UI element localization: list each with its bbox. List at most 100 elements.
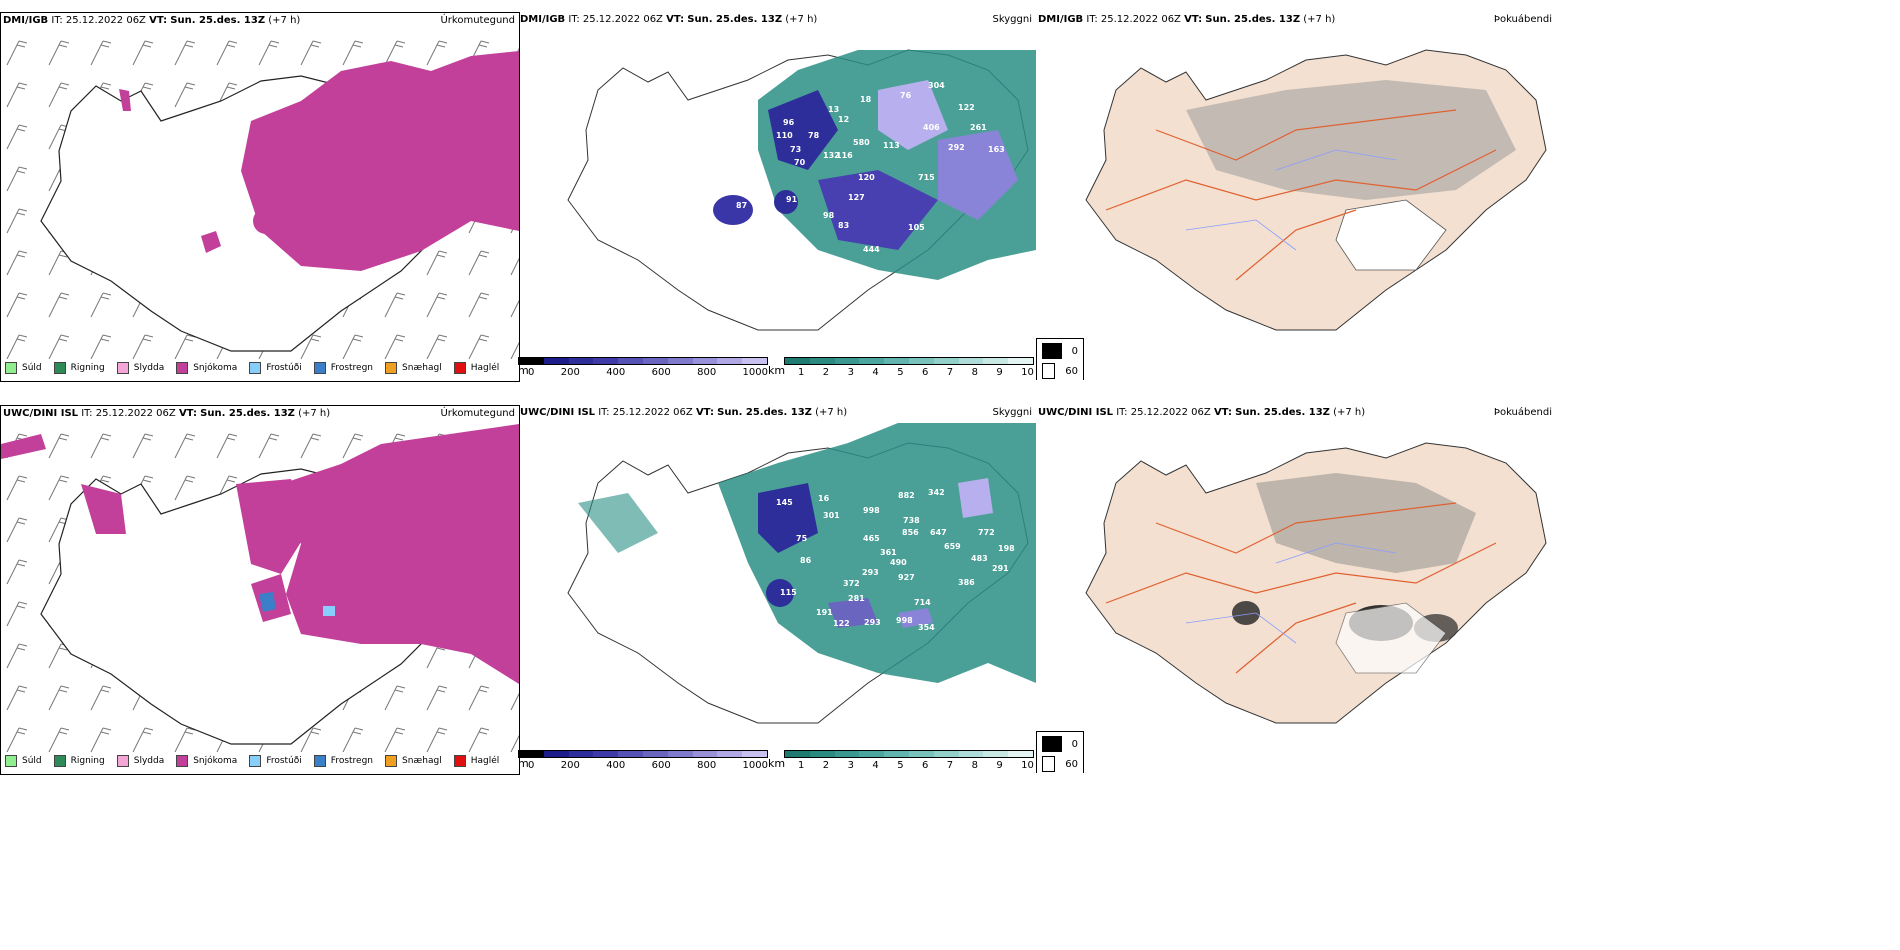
cloud-base-label: 96 [783,118,795,127]
cloud-base-field [898,608,933,628]
model-name: DMI/IGB [520,14,566,25]
precip-panel-top: DMI/IGB IT: 25.12.2022 06Z VT: Sun. 25.d… [0,12,520,382]
model-name: DMI/IGB [3,15,49,26]
legend-item: Slydda [116,362,164,374]
fog-legend: 0 60 [1036,338,1084,380]
cloud-base-label: 73 [790,145,801,154]
cloud-base-label: 122 [958,103,975,112]
cloud-base-label: 198 [998,544,1015,553]
cloud-base-label: 122 [833,619,850,628]
legend-item: Snæhagl [385,362,442,374]
height-colorbar: 0 200 400 600 800 1000 [518,750,768,771]
cloud-base-label: 882 [898,491,915,500]
rivers [1185,149,1397,251]
cloud-base-field [818,170,938,250]
cloud-base-label: 116 [836,151,853,160]
cloud-base-label: 659 [944,542,961,551]
cloud-base-labels: 96 13 18 76 304 122 406 261 163 12 110 78 580 113 292 7… [736,81,1005,254]
init-time: 25.12.2022 06Z [582,14,663,25]
init-time: 25.12.2022 06Z [95,408,176,419]
glacier [1335,199,1447,271]
visibility-field [578,493,658,553]
snow-area [236,479,306,574]
lead-time: (+7 h) [785,14,818,25]
visibility-unit: km [768,757,786,770]
init-time: 25.12.2022 06Z [612,407,693,418]
panel-header: UWC/DINI ISL IT: 25.12.2022 06Z VT: Sun.… [1038,407,1552,418]
snow-patch [201,231,221,253]
legend-item: Haglél [453,755,499,767]
cloud-base-field [938,130,1018,220]
snow-area [1,434,46,459]
cloud-base-label: 406 [923,123,940,132]
cloud-base-label: 127 [848,193,865,202]
cloud-base-field [758,483,818,553]
lead-time: (+7 h) [1303,14,1336,25]
height-unit: m [518,757,529,770]
panel-header: DMI/IGB IT: 25.12.2022 06Z VT: Sun. 25.d… [1038,14,1552,25]
panel-title: Skyggni [992,407,1032,418]
visibility-colorbar: 1 2 3 4 5 6 7 8 9 10 [784,357,1034,378]
glacier [1335,602,1447,674]
fog-legend-swatch [1042,343,1062,359]
precip-legend: Súld Rigning Slydda Snjókoma Frostúði Fr… [5,752,499,770]
lead-time: (+7 h) [815,407,848,418]
cloud-base-label: 291 [992,564,1009,573]
cloud-base-label: 490 [890,558,907,567]
precip-map [1,424,519,752]
cloud-base-label: 293 [862,568,879,577]
lead-time: (+7 h) [1333,407,1366,418]
legend-swatch [53,755,66,767]
snow-area [241,51,519,271]
legend-item: Frostregn [313,755,373,767]
legend-item: Slydda [116,755,164,767]
panel-title: Þokuábendi [1493,407,1552,418]
cloud-base-label: 70 [794,158,806,167]
height-unit: m [518,364,529,377]
cloud-base-field [713,195,753,225]
legend-swatch [385,362,398,374]
legend-item: Snjókoma [176,755,237,767]
cloud-base-label: 91 [786,195,798,204]
cloud-base-label: 86 [800,556,812,565]
fog-map [1085,442,1547,724]
fog-legend-swatch [1042,363,1056,379]
valid-time: Sun. 25.des. 13Z [717,407,812,418]
cloud-base-field [958,478,993,518]
valid-time: Sun. 25.des. 13Z [1235,407,1330,418]
cloud-base-label: 465 [863,534,880,543]
cloud-base-label: 342 [928,488,945,497]
legend-swatch [249,755,262,767]
legend-item: Súld [5,755,42,767]
visibility-colorbar: 1 2 3 4 5 6 7 8 9 10 [784,750,1034,771]
init-time: 25.12.2022 06Z [1130,407,1211,418]
rivers [1185,542,1397,644]
valid-time: Sun. 25.des. 13Z [200,408,295,419]
cloud-base-label: 75 [796,534,808,543]
model-name: UWC/DINI ISL [1038,407,1114,418]
fog-legend: 0 60 [1036,731,1084,773]
cloud-base-label: 738 [903,516,920,525]
legend-swatch [116,362,129,374]
model-name: UWC/DINI ISL [520,407,596,418]
cloud-base-label: 856 [902,528,919,537]
cloud-base-label: 361 [880,548,897,557]
lead-time: (+7 h) [268,15,301,26]
panel-title: Úrkomutegund [440,408,515,419]
legend-item: Frostregn [313,362,373,374]
cloud-base-label: 261 [970,123,987,132]
cloud-base-label: 105 [908,223,925,232]
init-time: 25.12.2022 06Z [1100,14,1181,25]
valid-time: Sun. 25.des. 13Z [687,14,783,25]
cloud-base-label: 715 [918,173,935,182]
freezing-drizzle-area [323,606,335,616]
panel-title: Þokuábendi [1493,14,1552,25]
lead-time: (+7 h) [298,408,331,419]
cloud-base-label: 191 [816,608,833,617]
cloud-base-label: 444 [863,245,880,254]
visibility-field [758,50,1036,280]
cloud-base-label: 76 [900,91,912,100]
legend-swatch [176,362,189,374]
visibility-unit: km [768,364,786,377]
